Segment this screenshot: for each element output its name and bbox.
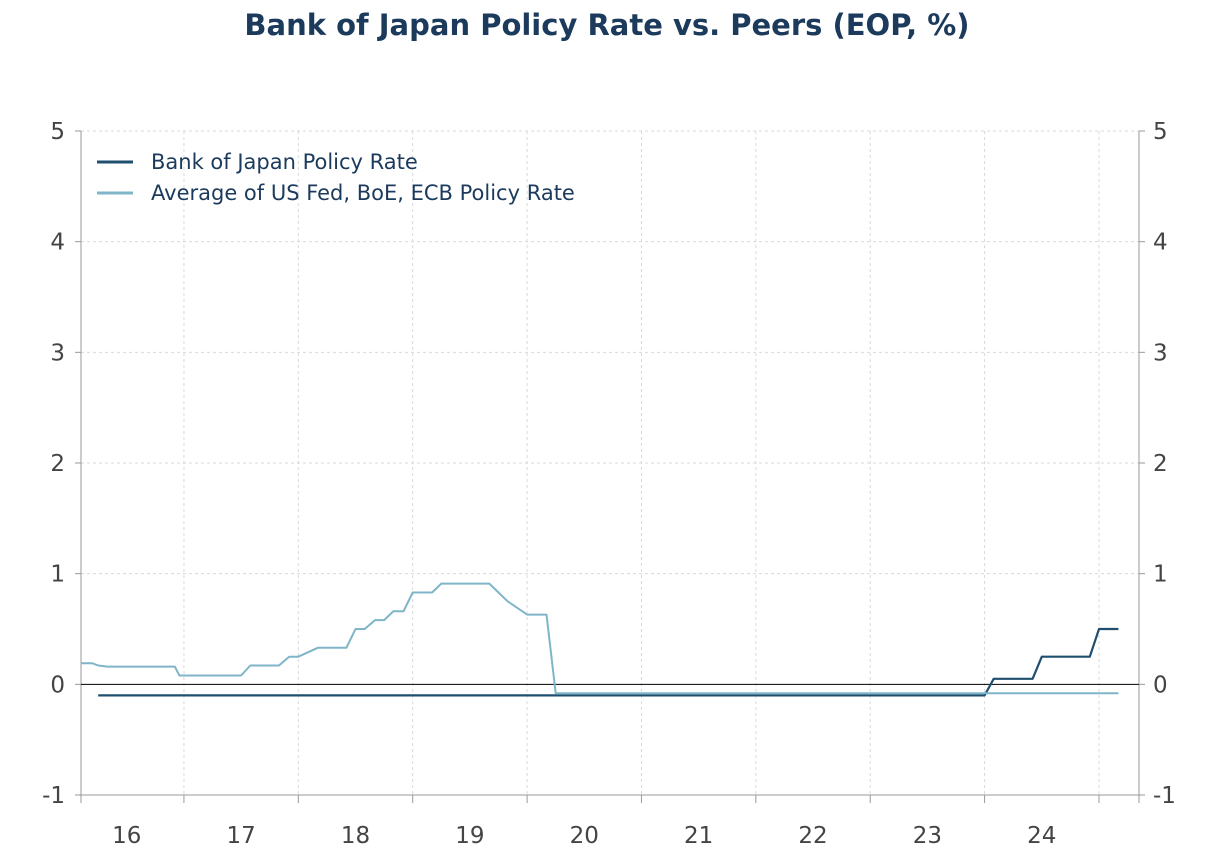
y-tick-label-right: -1 — [1153, 783, 1176, 809]
x-tick-label: 24 — [1027, 823, 1056, 849]
y-tick-label-left: 3 — [50, 340, 65, 366]
y-tick-label-right: 4 — [1153, 230, 1168, 256]
legend-label: Bank of Japan Policy Rate — [151, 150, 418, 174]
series-line-boj — [98, 627, 1119, 697]
y-tick-label-right: 5 — [1153, 119, 1168, 145]
y-tick-label-right: 0 — [1153, 672, 1168, 698]
axis-layer: -1 -10 01 12 23 34 45 516 17 18 19 20 21 22 23 24 — [42, 119, 1176, 849]
x-tick-label: 23 — [913, 823, 942, 849]
x-tick-label: 20 — [570, 823, 599, 849]
y-tick-label-right: 1 — [1153, 562, 1168, 588]
y-tick-label-left: 5 — [50, 119, 65, 145]
y-tick-label-right: 2 — [1153, 451, 1168, 477]
x-tick-label: 18 — [341, 823, 370, 849]
y-tick-label-left: 2 — [50, 451, 65, 477]
y-tick-label-left: 4 — [50, 230, 65, 256]
y-tick-label-left: 1 — [50, 562, 65, 588]
chart-title: Bank of Japan Policy Rate vs. Peers (EOP… — [244, 8, 970, 42]
legend: Bank of Japan Policy Rate Average of US F… — [97, 150, 575, 205]
x-tick-label: 19 — [455, 823, 484, 849]
series-layer — [81, 582, 1119, 697]
x-tick-label: 21 — [684, 823, 713, 849]
y-tick-label-left: -1 — [42, 783, 65, 809]
y-tick-label-left: 0 — [50, 672, 65, 698]
x-tick-label: 22 — [798, 823, 827, 849]
legend-label: Average of US Fed, BoE, ECB Policy Rate — [151, 181, 575, 205]
x-tick-label: 17 — [226, 823, 255, 849]
series-line-peers — [81, 582, 1119, 695]
y-tick-label-right: 3 — [1153, 340, 1168, 366]
x-tick-label: 16 — [112, 823, 141, 849]
